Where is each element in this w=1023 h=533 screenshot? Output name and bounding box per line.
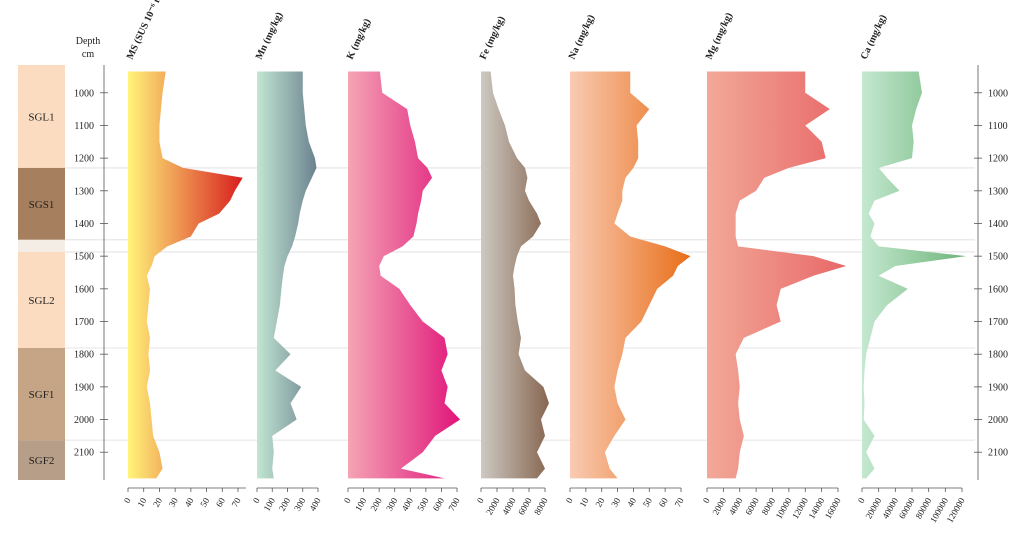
x-tick-label: 400 [307, 496, 323, 513]
profile-area [481, 71, 549, 479]
lithology-unit [18, 347, 65, 441]
x-tick-label: 300 [384, 496, 400, 513]
panel-title: MS (SUS 10⁻⁶ m³/kg) [125, 0, 173, 61]
x-tick-label: 20 [593, 496, 606, 509]
x-tick-label: 20 [151, 496, 164, 509]
x-tick-label: 300 [292, 496, 308, 513]
lithology-unit [18, 251, 65, 348]
depth-tick-label: 1500 [988, 252, 1008, 263]
x-tick-label: 0 [122, 496, 133, 505]
depth-tick-label: 1200 [74, 154, 94, 165]
depth-tick-label: 1100 [74, 121, 94, 132]
depth-tick-label: 1000 [988, 88, 1008, 99]
depth-tick-label: 1800 [988, 350, 1008, 361]
panel-title: Ca (mg/kg) [859, 13, 889, 61]
x-tick-label: 500 [415, 496, 431, 513]
panel-title: Mn (mg/kg) [254, 11, 285, 62]
depth-tick-label: 1400 [74, 219, 94, 230]
profile-area [257, 71, 317, 479]
x-tick-label: 40 [625, 496, 638, 509]
depth-tick-label: 2100 [74, 448, 94, 459]
x-tick-label: 30 [609, 496, 622, 509]
x-tick-label: 16000 [823, 496, 843, 521]
lithology-label: SGF1 [29, 389, 55, 401]
lithology-unit [18, 167, 65, 240]
x-tick-label: 700 [446, 496, 462, 513]
panel-title: K (mg/kg) [345, 17, 373, 61]
lithology-unit [18, 440, 65, 480]
x-tick-label: 2000 [484, 496, 502, 517]
depth-tick-label: 1600 [74, 284, 94, 295]
x-tick-label: 50 [641, 496, 654, 509]
depth-tick-label: 1400 [988, 219, 1008, 230]
depth-tick-label: 1300 [988, 186, 1008, 197]
profile-area [862, 71, 967, 479]
panel-title: Na (mg/kg) [567, 13, 597, 61]
depth-tick-label: 2100 [988, 448, 1008, 459]
depth-tick-label: 1000 [74, 88, 94, 99]
lithology-label: SGF2 [29, 455, 55, 467]
depth-tick-label: 1700 [74, 317, 94, 328]
x-tick-label: 0 [701, 496, 712, 505]
lithology-label: SGS1 [29, 199, 55, 211]
x-tick-label: 0 [475, 496, 486, 505]
x-tick-label: 100 [353, 496, 369, 513]
depth-tick-label: 1900 [74, 382, 94, 393]
x-tick-label: 10 [577, 496, 590, 509]
depth-tick-label: 1200 [988, 154, 1008, 165]
profile-area [570, 71, 691, 479]
x-tick-label: 60 [657, 496, 670, 509]
x-tick-label: 200 [277, 496, 293, 513]
x-tick-label: 10 [135, 496, 148, 509]
depth-tick-label: 2000 [74, 415, 94, 426]
x-tick-label: 70 [230, 496, 243, 509]
x-tick-label: 600 [431, 496, 447, 513]
x-tick-label: 4000 [500, 496, 518, 517]
panel-title: Mg (mg/kg) [704, 11, 735, 61]
depth-tick-label: 1500 [74, 252, 94, 263]
x-tick-label: 400 [400, 496, 416, 513]
x-tick-label: 70 [673, 496, 686, 509]
depth-tick-label: 1100 [988, 121, 1008, 132]
x-tick-label: 6000 [516, 496, 534, 517]
x-tick-label: 0 [856, 496, 867, 505]
x-tick-label: 60 [214, 496, 227, 509]
depth-tick-label: 1700 [988, 317, 1008, 328]
x-tick-label: 4000 [727, 496, 745, 517]
x-tick-label: 200 [368, 496, 384, 513]
x-tick-label: 50 [198, 496, 211, 509]
lithology-unit [18, 65, 65, 168]
profile-area [707, 71, 847, 479]
profile-area [348, 71, 461, 479]
depth-tick-label: 1800 [74, 350, 94, 361]
x-tick-label: 100 [262, 496, 278, 513]
depth-unit: cm [82, 49, 94, 60]
depth-tick-label: 1300 [74, 186, 94, 197]
lithology-label: SGL1 [28, 111, 54, 123]
depth-title: Depth [76, 36, 100, 47]
x-tick-label: 0 [564, 496, 575, 505]
x-tick-label: 0 [251, 496, 262, 505]
lithology-label: SGL2 [28, 295, 54, 307]
depth-tick-label: 1900 [988, 382, 1008, 393]
lithology-unit [18, 239, 65, 252]
x-tick-label: 40 [182, 496, 195, 509]
x-tick-label: 6000 [743, 496, 761, 517]
depth-tick-label: 2000 [988, 415, 1008, 426]
profile-area [128, 71, 243, 479]
panel-title: Fe (mg/kg) [478, 15, 508, 62]
x-tick-label: 8000 [532, 496, 550, 517]
x-tick-label: 2000 [710, 496, 728, 517]
x-tick-label: 0 [342, 496, 353, 505]
x-tick-label: 30 [167, 496, 180, 509]
depth-tick-label: 1600 [988, 284, 1008, 295]
